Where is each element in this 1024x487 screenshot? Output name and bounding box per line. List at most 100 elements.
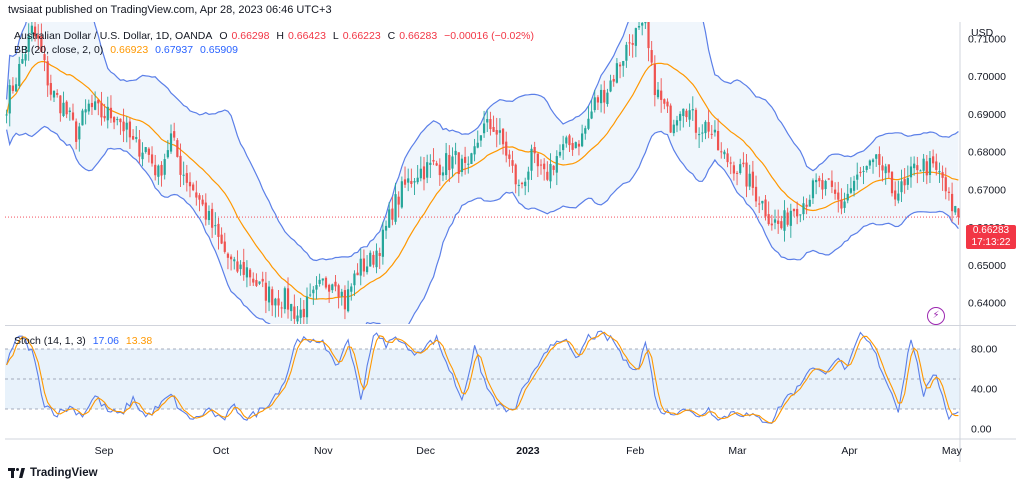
candle-body xyxy=(786,212,789,225)
candle xyxy=(426,154,429,184)
candle xyxy=(641,22,644,36)
candle xyxy=(166,139,169,159)
candle xyxy=(252,272,255,287)
candle-body xyxy=(644,22,647,24)
candle-body xyxy=(603,89,606,103)
candle xyxy=(40,23,43,53)
candle xyxy=(78,122,81,152)
candle xyxy=(824,179,827,196)
candle-body xyxy=(846,193,849,201)
candle xyxy=(675,115,679,133)
candle-body xyxy=(884,166,887,174)
candle xyxy=(758,196,761,214)
candle xyxy=(432,148,435,166)
candle-body xyxy=(154,164,157,176)
candle xyxy=(871,158,875,174)
candle xyxy=(539,159,543,175)
candle-body xyxy=(707,122,710,132)
candle xyxy=(201,195,204,207)
candle-body xyxy=(792,208,796,212)
time-axis-tick: May xyxy=(942,445,963,457)
lightning-icon[interactable]: ⚡ xyxy=(927,307,945,325)
candle-body xyxy=(840,199,843,209)
candle-body xyxy=(957,208,960,218)
candle-body xyxy=(346,289,350,312)
candle xyxy=(950,182,954,222)
candle xyxy=(343,285,347,320)
candle-body xyxy=(441,172,445,176)
candle-body xyxy=(397,196,400,205)
candle-body xyxy=(565,137,568,144)
candle-body xyxy=(726,153,729,163)
price-axis-tick: 0.68000 xyxy=(968,147,1006,159)
candle xyxy=(451,147,454,177)
candle xyxy=(27,23,30,61)
candle-body xyxy=(90,102,94,108)
candle-body xyxy=(577,143,581,147)
candle-body xyxy=(81,110,84,126)
candle-body xyxy=(169,133,173,152)
candle xyxy=(391,196,394,226)
candle xyxy=(732,161,736,181)
candle xyxy=(530,144,533,181)
candle-body xyxy=(663,99,666,104)
candle xyxy=(400,176,403,209)
candle-body xyxy=(188,181,192,187)
candle-body xyxy=(856,174,859,180)
candle-body xyxy=(811,180,815,199)
candle xyxy=(574,141,577,149)
candle xyxy=(881,156,884,182)
candle-body xyxy=(514,164,517,185)
candle-body xyxy=(116,119,119,121)
candle xyxy=(906,165,909,190)
candle xyxy=(470,152,473,164)
legend-stoch-k: 17.06 xyxy=(92,335,119,347)
candle xyxy=(935,153,938,176)
candle xyxy=(558,144,562,158)
candle xyxy=(878,146,881,178)
candle xyxy=(688,103,691,127)
candle xyxy=(710,124,713,139)
candle-body xyxy=(476,142,479,148)
candle xyxy=(258,281,261,286)
candle xyxy=(448,145,451,183)
candle-body xyxy=(128,121,132,138)
candle xyxy=(14,77,18,92)
candle-body xyxy=(612,78,615,82)
candle xyxy=(359,248,362,286)
candle xyxy=(815,173,818,195)
candle xyxy=(622,60,625,77)
candle-body xyxy=(422,166,426,180)
candle-body xyxy=(533,147,536,154)
candle-body xyxy=(312,289,315,294)
candle xyxy=(176,138,179,158)
legend-bb-label: BB (20, close, 2, 0) xyxy=(14,44,104,56)
candle-body xyxy=(489,119,492,130)
candle xyxy=(84,99,87,125)
candle xyxy=(713,120,717,137)
candle-body xyxy=(887,164,890,173)
candle-body xyxy=(517,184,520,186)
candle-body xyxy=(343,290,347,310)
candle-body xyxy=(492,126,495,132)
candle xyxy=(843,192,846,213)
candle xyxy=(116,116,119,126)
candle-body xyxy=(30,25,33,34)
candle xyxy=(52,90,56,103)
candle-body xyxy=(226,253,230,258)
candle-body xyxy=(283,288,286,310)
candle-body xyxy=(369,252,372,267)
candle-body xyxy=(163,159,166,175)
candle xyxy=(264,271,267,314)
candle-body xyxy=(451,156,454,169)
last-price-tag: 0.66283 17:13:22 xyxy=(966,225,1016,249)
candle-body xyxy=(729,162,732,164)
candle-body xyxy=(112,117,116,123)
candle xyxy=(163,153,166,180)
candle xyxy=(109,95,113,123)
candle-body xyxy=(735,172,739,174)
candle-body xyxy=(789,210,792,226)
candle-body xyxy=(748,173,751,187)
candle xyxy=(701,124,704,143)
